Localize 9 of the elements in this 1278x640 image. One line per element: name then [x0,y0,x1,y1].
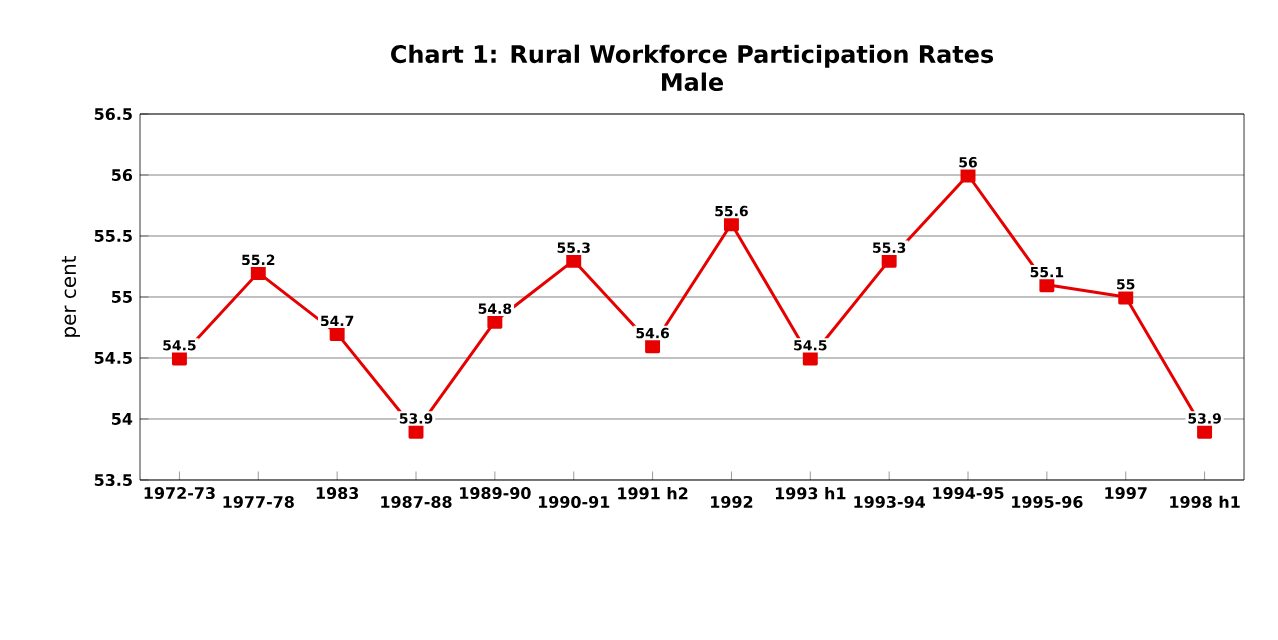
point [1039,277,1055,293]
point [1197,423,1213,439]
point [645,338,661,354]
y-axis-title: per cent [61,255,80,337]
point [723,216,739,232]
chart-title: Chart 1: Rural Workforce Participation Rates [391,44,994,68]
point [250,265,266,281]
chart-subtitle: Male [662,72,724,92]
point [329,326,345,342]
